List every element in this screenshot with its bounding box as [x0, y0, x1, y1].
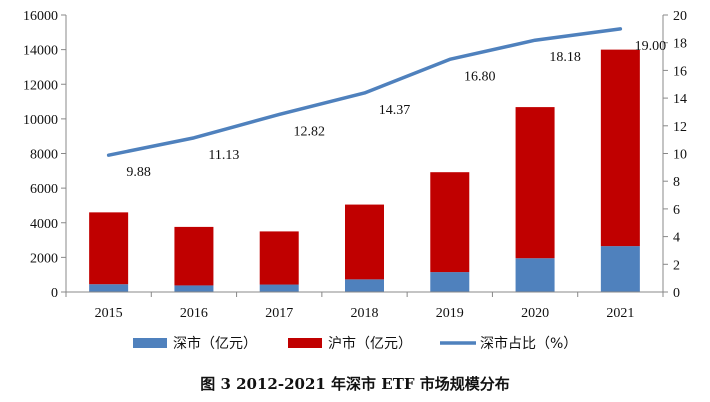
bar-shenzhen-2021	[600, 246, 640, 292]
left-tick-label: 16000	[23, 9, 58, 24]
left-tick-label: 12000	[23, 78, 58, 93]
left-tick-label: 4000	[30, 217, 58, 232]
bar-shenzhen-2017	[259, 284, 299, 292]
right-tick-label: 18	[673, 37, 687, 52]
bar-shenzhen-2016	[174, 285, 214, 292]
bar-shanghai-2018	[345, 204, 384, 280]
bar-shanghai-2020	[515, 107, 555, 259]
x-tick-label-2019: 2019	[436, 306, 464, 321]
share-data-label-2019: 16.80	[464, 69, 496, 84]
axes: 0 2000 4000 6000 8000 10000 12000 14000 16000 0 2 4…	[23, 9, 687, 321]
share-data-label-2020: 18.18	[549, 50, 581, 65]
share-data-label-2017: 12.82	[293, 124, 325, 139]
bar-shenzhen-2019	[430, 272, 470, 292]
left-tick-label: 6000	[30, 182, 58, 197]
x-tick-label-2020: 2020	[521, 306, 549, 321]
legend-shenzhen-label: 深市（亿元）	[173, 335, 257, 352]
bar-shanghai-2017	[259, 231, 299, 285]
legend-share-label: 深市占比（%）	[480, 335, 577, 352]
left-tick-label: 10000	[23, 113, 58, 128]
chart-caption: 图 3 2012-2021 年深市 ETF 市场规模分布	[200, 375, 510, 393]
bar-shanghai-2016	[174, 226, 214, 286]
left-tick-label: 8000	[30, 148, 58, 163]
legend-shanghai-label: 沪市（亿元）	[328, 335, 412, 352]
left-tick-label: 0	[51, 286, 58, 301]
right-tick-label: 16	[673, 64, 687, 79]
share-data-label-2018: 14.37	[379, 103, 411, 118]
share-data-label-2015: 9.88	[126, 165, 151, 180]
right-tick-label: 0	[673, 286, 680, 301]
x-tick-label-2021: 2021	[606, 306, 634, 321]
share-line-group: 9.88 11.13 12.82 14.37 16.80 18.18 19.00	[106, 27, 667, 180]
legend-shenzhen-swatch	[133, 338, 167, 348]
right-tick-label: 10	[673, 148, 687, 163]
legend-shanghai-swatch	[288, 338, 322, 348]
bar-group	[89, 49, 640, 292]
right-tick-label: 8	[673, 175, 680, 190]
bar-shanghai-2019	[430, 172, 470, 273]
bar-shanghai-2021	[600, 49, 640, 247]
bar-shanghai-2015	[89, 212, 129, 285]
left-tick-label: 2000	[30, 251, 58, 266]
share-data-label-2016: 11.13	[208, 148, 239, 163]
right-tick-label: 14	[673, 92, 687, 107]
share-data-label-2021: 19.00	[635, 39, 667, 54]
bar-shenzhen-2018	[345, 279, 384, 292]
legend: 深市（亿元） 沪市（亿元） 深市占比（%）	[133, 335, 577, 352]
right-tick-label: 12	[673, 120, 687, 135]
bar-shenzhen-2015	[89, 284, 129, 292]
share-line	[106, 27, 623, 157]
right-tick-label: 20	[673, 9, 687, 24]
x-tick-label-2016: 2016	[180, 306, 208, 321]
left-tick-label: 14000	[23, 44, 58, 59]
x-tick-label-2015: 2015	[95, 306, 123, 321]
right-tick-label: 4	[673, 231, 680, 246]
right-tick-label: 6	[673, 203, 680, 218]
x-tick-label-2018: 2018	[351, 306, 379, 321]
x-tick-label-2017: 2017	[265, 306, 293, 321]
right-tick-label: 2	[673, 258, 680, 273]
bar-shenzhen-2020	[515, 258, 555, 292]
